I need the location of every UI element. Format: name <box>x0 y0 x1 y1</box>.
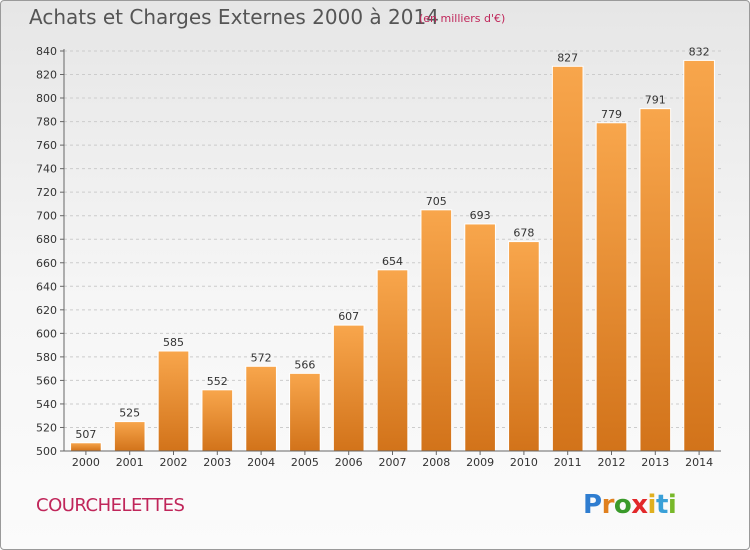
bar-2013 <box>639 108 672 452</box>
data-label: 705 <box>426 195 447 208</box>
y-tick-label: 820 <box>36 69 57 82</box>
y-axis-ticks: 500 520 540 560 580 600 620 640 660 680 700 720 740 7… <box>36 45 64 458</box>
x-tick-label: 2013 <box>641 456 669 469</box>
y-tick-label: 500 <box>36 445 57 458</box>
logo-letter: i <box>667 490 677 520</box>
data-labels: 507 525 585 552 572 566 607 654 705 693 678 827 779 7… <box>75 45 709 440</box>
data-label: 832 <box>689 45 710 58</box>
data-label: 827 <box>557 51 578 64</box>
x-tick-label: 2001 <box>116 456 144 469</box>
data-label: 693 <box>470 209 491 222</box>
x-tick-label: 2008 <box>422 456 450 469</box>
x-tick-label: 2000 <box>72 456 100 469</box>
data-label: 678 <box>513 227 534 240</box>
place-name: COURCHELETTES <box>36 495 185 516</box>
x-tick-label: 2005 <box>291 456 319 469</box>
y-tick-label: 580 <box>36 351 57 364</box>
bar-2001 <box>113 421 146 452</box>
logo-letter: r <box>601 490 615 520</box>
logo-letter: P <box>583 490 602 520</box>
bars <box>70 59 715 452</box>
y-tick-label: 740 <box>36 163 57 176</box>
data-label: 791 <box>645 94 666 107</box>
y-tick-label: 760 <box>36 139 57 152</box>
y-tick-label: 700 <box>36 210 57 223</box>
x-tick-label: 2003 <box>203 456 231 469</box>
x-tick-label: 2006 <box>335 456 363 469</box>
logo-letter: i <box>647 490 657 520</box>
y-tick-label: 600 <box>36 327 57 340</box>
logo-letter: x <box>631 490 648 520</box>
x-tick-label: 2002 <box>160 456 188 469</box>
y-tick-label: 640 <box>36 280 57 293</box>
logo-letter: o <box>613 490 632 520</box>
y-tick-label: 660 <box>36 257 57 270</box>
bar-2014 <box>683 59 715 452</box>
bar-2000 <box>70 442 102 452</box>
data-label: 525 <box>119 407 140 420</box>
y-tick-label: 780 <box>36 116 57 129</box>
y-tick-label: 560 <box>36 374 57 387</box>
data-label: 654 <box>382 255 403 268</box>
data-label: 779 <box>601 108 622 121</box>
x-tick-label: 2011 <box>554 456 582 469</box>
bar-2010 <box>508 241 540 452</box>
x-tick-label: 2012 <box>598 456 626 469</box>
bar-2009 <box>464 223 496 452</box>
bar-2011 <box>551 65 584 452</box>
y-tick-label: 540 <box>36 398 57 411</box>
bar-2003 <box>201 389 234 452</box>
x-tick-label: 2004 <box>247 456 275 469</box>
bar-2002 <box>157 350 190 452</box>
bar-2005 <box>289 372 321 452</box>
logo-letter: t <box>655 490 668 520</box>
y-tick-label: 680 <box>36 233 57 246</box>
bar-2007 <box>376 269 409 452</box>
axes <box>63 49 721 452</box>
bar-2012 <box>595 122 628 452</box>
data-label: 585 <box>163 336 184 349</box>
bar-2006 <box>332 324 365 452</box>
x-tick-label: 2014 <box>685 456 713 469</box>
data-label: 572 <box>251 351 272 364</box>
bar-2004 <box>245 365 277 452</box>
chart-title: Achats et Charges Externes 2000 à 2014 <box>29 5 439 29</box>
proxiti-logo: Proxiti <box>583 490 677 520</box>
x-tick-label: 2007 <box>379 456 407 469</box>
bar-2008 <box>420 209 453 452</box>
y-tick-label: 840 <box>36 45 57 58</box>
y-tick-label: 720 <box>36 186 57 199</box>
y-tick-label: 620 <box>36 304 57 317</box>
data-label: 607 <box>338 310 359 323</box>
x-tick-label: 2009 <box>466 456 494 469</box>
data-label: 552 <box>207 375 228 388</box>
x-axis-ticks: 2000 2001 2002 2003 2004 2005 2006 2007 2008 2009… <box>72 451 713 469</box>
x-tick-label: 2010 <box>510 456 538 469</box>
y-tick-label: 520 <box>36 421 57 434</box>
data-label: 507 <box>75 428 96 441</box>
y-tick-label: 800 <box>36 92 57 105</box>
data-label: 566 <box>294 358 315 371</box>
chart-subtitle: (en milliers d'€) <box>419 12 506 25</box>
